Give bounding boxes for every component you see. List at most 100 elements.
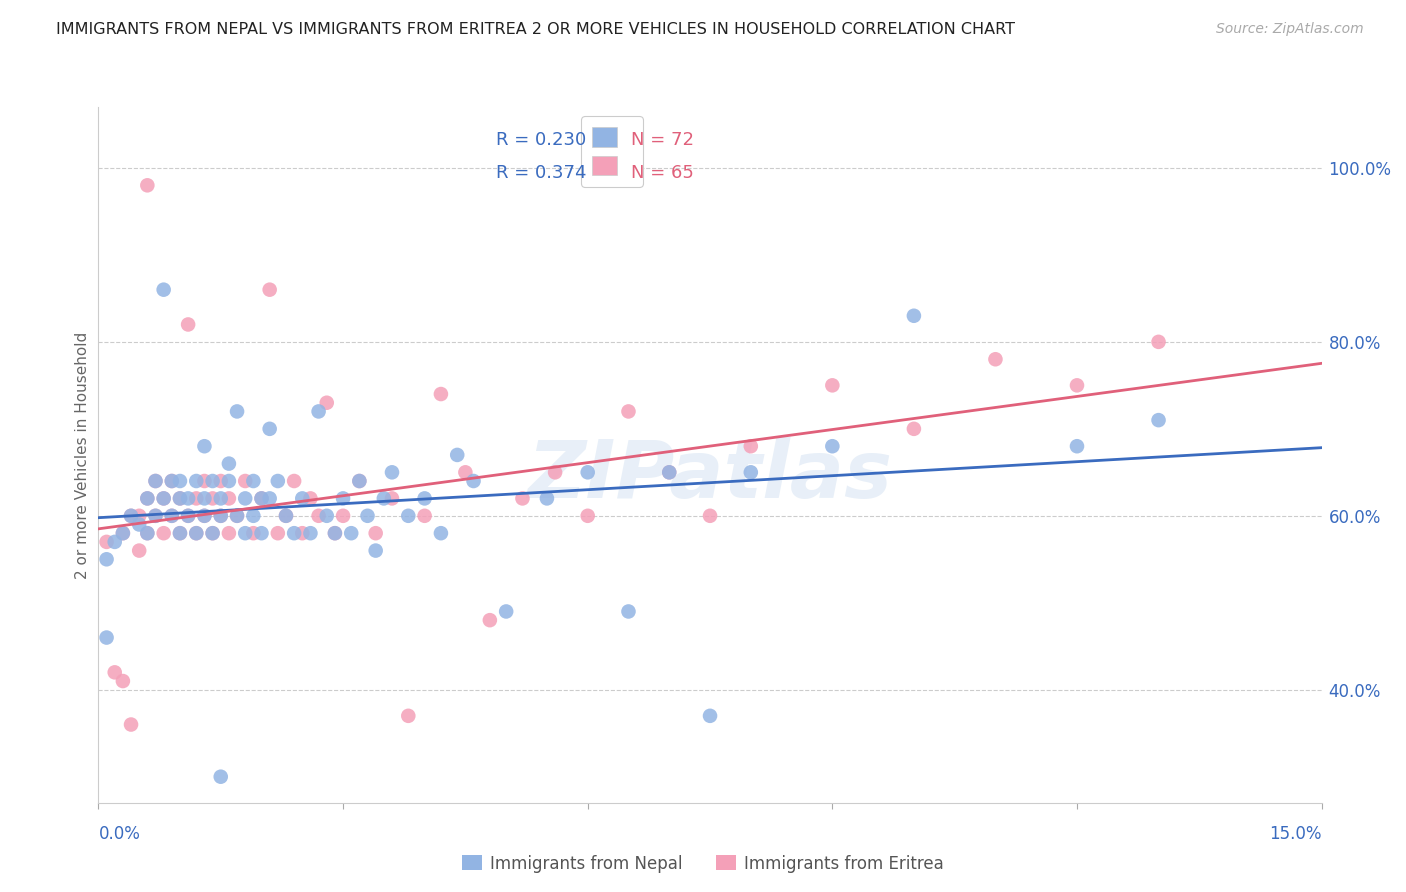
Point: [1147, 334, 1170, 349]
Point: [136, 526, 159, 541]
Point: [193, 439, 215, 453]
Point: [136, 491, 159, 506]
Point: [160, 474, 183, 488]
Point: [209, 491, 232, 506]
Point: [136, 526, 159, 541]
Point: [193, 508, 215, 523]
Point: [233, 526, 256, 541]
Point: [120, 717, 142, 731]
Point: [201, 526, 224, 541]
Point: [209, 770, 232, 784]
Point: [259, 491, 281, 506]
Point: [111, 674, 134, 689]
Point: [512, 491, 534, 506]
Point: [283, 474, 305, 488]
Legend: Immigrants from Nepal, Immigrants from Eritrea: Immigrants from Nepal, Immigrants from E…: [456, 848, 950, 880]
Point: [364, 526, 387, 541]
Point: [145, 474, 167, 488]
Point: [356, 508, 378, 523]
Point: [903, 422, 925, 436]
Point: [201, 491, 224, 506]
Point: [332, 491, 354, 506]
Point: [617, 404, 640, 418]
Point: [186, 491, 208, 506]
Point: [381, 491, 404, 506]
Point: [740, 439, 762, 453]
Point: [821, 439, 844, 453]
Point: [177, 508, 200, 523]
Point: [193, 508, 215, 523]
Point: [1066, 439, 1088, 453]
Point: [903, 309, 925, 323]
Point: [250, 491, 273, 506]
Point: [242, 526, 264, 541]
Point: [152, 491, 174, 506]
Point: [128, 543, 150, 558]
Point: [413, 491, 436, 506]
Point: [396, 508, 419, 523]
Point: [209, 474, 232, 488]
Point: [454, 466, 477, 480]
Text: R = 0.374: R = 0.374: [496, 164, 586, 182]
Point: [145, 508, 167, 523]
Point: [120, 508, 142, 523]
Point: [104, 535, 127, 549]
Point: [299, 491, 322, 506]
Point: [617, 605, 640, 619]
Point: [315, 396, 337, 410]
Point: [177, 318, 200, 332]
Point: [218, 526, 240, 541]
Point: [250, 491, 273, 506]
Point: [152, 283, 174, 297]
Point: [218, 491, 240, 506]
Text: 0.0%: 0.0%: [98, 825, 141, 843]
Point: [291, 526, 314, 541]
Point: [160, 508, 183, 523]
Point: [291, 491, 314, 506]
Point: [186, 526, 208, 541]
Point: [186, 526, 208, 541]
Point: [373, 491, 395, 506]
Point: [250, 526, 273, 541]
Point: [478, 613, 501, 627]
Point: [177, 508, 200, 523]
Point: [536, 491, 558, 506]
Point: [169, 491, 191, 506]
Text: IMMIGRANTS FROM NEPAL VS IMMIGRANTS FROM ERITREA 2 OR MORE VEHICLES IN HOUSEHOLD: IMMIGRANTS FROM NEPAL VS IMMIGRANTS FROM…: [56, 22, 1015, 37]
Point: [658, 466, 681, 480]
Point: [226, 508, 249, 523]
Point: [128, 508, 150, 523]
Point: [349, 474, 371, 488]
Point: [152, 491, 174, 506]
Point: [576, 466, 599, 480]
Point: [193, 491, 215, 506]
Point: [267, 474, 290, 488]
Point: [145, 474, 167, 488]
Point: [111, 526, 134, 541]
Point: [145, 508, 167, 523]
Point: [201, 474, 224, 488]
Point: [381, 466, 404, 480]
Point: [209, 508, 232, 523]
Point: [242, 474, 264, 488]
Point: [349, 474, 371, 488]
Point: [308, 404, 330, 418]
Point: [984, 352, 1007, 367]
Point: [821, 378, 844, 392]
Point: [111, 526, 134, 541]
Point: [209, 508, 232, 523]
Point: [128, 517, 150, 532]
Text: 15.0%: 15.0%: [1270, 825, 1322, 843]
Text: N = 65: N = 65: [630, 164, 693, 182]
Point: [576, 508, 599, 523]
Point: [315, 508, 337, 523]
Point: [136, 178, 159, 193]
Text: ZIPatlas: ZIPatlas: [527, 437, 893, 515]
Point: [259, 422, 281, 436]
Point: [340, 526, 363, 541]
Point: [177, 491, 200, 506]
Point: [226, 404, 249, 418]
Point: [104, 665, 127, 680]
Point: [658, 466, 681, 480]
Point: [169, 526, 191, 541]
